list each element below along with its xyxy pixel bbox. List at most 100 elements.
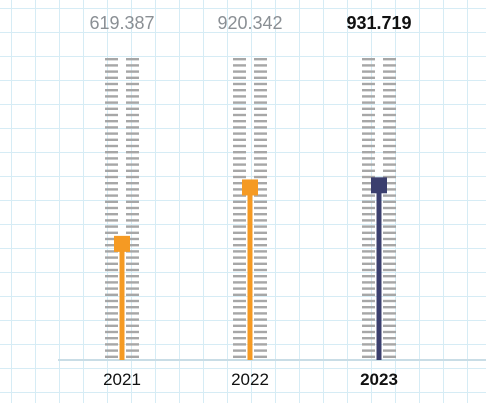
track-dash: [105, 182, 118, 185]
track-dash: [105, 126, 118, 129]
track-dash: [383, 343, 396, 346]
track-dash: [254, 256, 267, 259]
value-label-2023: 931.719: [346, 13, 411, 33]
track-dash: [233, 219, 246, 222]
track-dash: [254, 337, 267, 340]
bar-marker-2021: [114, 235, 130, 252]
track-dash: [105, 237, 118, 241]
track-dash: [233, 132, 246, 135]
track-dash: [254, 82, 267, 86]
track-dash: [126, 337, 139, 340]
track-dash: [233, 206, 246, 210]
track-dash: [105, 262, 118, 265]
category-label-2023: 2023: [360, 370, 398, 389]
track-dash: [254, 213, 267, 216]
track-dash: [383, 293, 396, 296]
track-dash: [126, 120, 139, 123]
track-dash: [362, 293, 375, 296]
track-dash: [233, 182, 246, 185]
track-dash: [254, 89, 267, 92]
track-dash: [362, 312, 375, 315]
track-dash: [233, 126, 246, 129]
track-dash: [254, 250, 267, 253]
track-dash: [105, 293, 118, 296]
track-dash: [126, 330, 139, 334]
track-dash: [362, 268, 375, 272]
track-dash: [254, 343, 267, 346]
track-dash: [105, 318, 118, 321]
track-dash: [254, 107, 267, 110]
track-dash: [233, 293, 246, 296]
track-dash: [126, 318, 139, 321]
track-dash: [105, 268, 118, 272]
bar-group-2021: 619.387 2021: [89, 13, 154, 389]
track-dash: [105, 194, 118, 197]
track-dash: [362, 89, 375, 92]
track-dash: [126, 76, 139, 79]
track-dash: [233, 194, 246, 197]
track-dash: [126, 349, 139, 352]
track-dash: [362, 337, 375, 340]
track-dash: [362, 250, 375, 253]
track-dash: [254, 275, 267, 278]
track-dash: [105, 138, 118, 141]
track-dash: [254, 182, 267, 185]
track-dash: [233, 275, 246, 278]
value-label-2021: 619.387: [89, 13, 154, 33]
track-dash: [383, 262, 396, 265]
track-dash: [254, 231, 267, 234]
track-dash: [254, 188, 267, 191]
track-dash: [362, 138, 375, 141]
track-dash: [233, 157, 246, 160]
track-dash: [254, 151, 267, 154]
track-dash: [233, 237, 246, 241]
track-dash: [362, 126, 375, 129]
track-dash: [383, 95, 396, 98]
track-dash: [254, 126, 267, 129]
track-dash: [126, 268, 139, 272]
track-dash: [233, 281, 246, 284]
track-dash: [126, 175, 139, 179]
track-dash: [254, 281, 267, 284]
track-dash: [362, 200, 375, 203]
track-dash: [233, 250, 246, 253]
track-dash: [233, 349, 246, 352]
track-dash: [126, 306, 139, 309]
track-dash: [383, 194, 396, 197]
bar-stem-2022: [247, 187, 253, 360]
track-dash: [383, 250, 396, 253]
track-dash: [126, 312, 139, 315]
track-dash: [383, 163, 396, 166]
track-dash: [383, 132, 396, 135]
track-dash: [362, 281, 375, 284]
track-dash: [126, 169, 139, 172]
track-2023: [362, 58, 396, 358]
track-dash: [126, 275, 139, 278]
track-dash: [105, 244, 118, 247]
track-dash: [362, 70, 375, 73]
track-dash: [233, 70, 246, 73]
track-dash: [105, 76, 118, 79]
track-dash: [254, 306, 267, 309]
track-dash: [126, 138, 139, 141]
track-dash: [105, 175, 118, 179]
track-dash: [126, 231, 139, 234]
track-dash: [233, 299, 246, 303]
track-dash: [254, 287, 267, 290]
track-dash: [233, 318, 246, 321]
track-dash: [383, 337, 396, 340]
track-dash: [105, 188, 118, 191]
track-dash: [233, 268, 246, 272]
track-dash: [105, 213, 118, 216]
track-dash: [233, 330, 246, 334]
track-dash: [362, 213, 375, 216]
track-dash: [383, 157, 396, 160]
track-dash: [233, 95, 246, 98]
track-dash: [126, 182, 139, 185]
track-dash: [126, 101, 139, 104]
track-dash: [383, 324, 396, 327]
track-dash: [233, 213, 246, 216]
track-dash: [126, 225, 139, 228]
track-dash: [383, 349, 396, 352]
track-dash: [362, 299, 375, 303]
